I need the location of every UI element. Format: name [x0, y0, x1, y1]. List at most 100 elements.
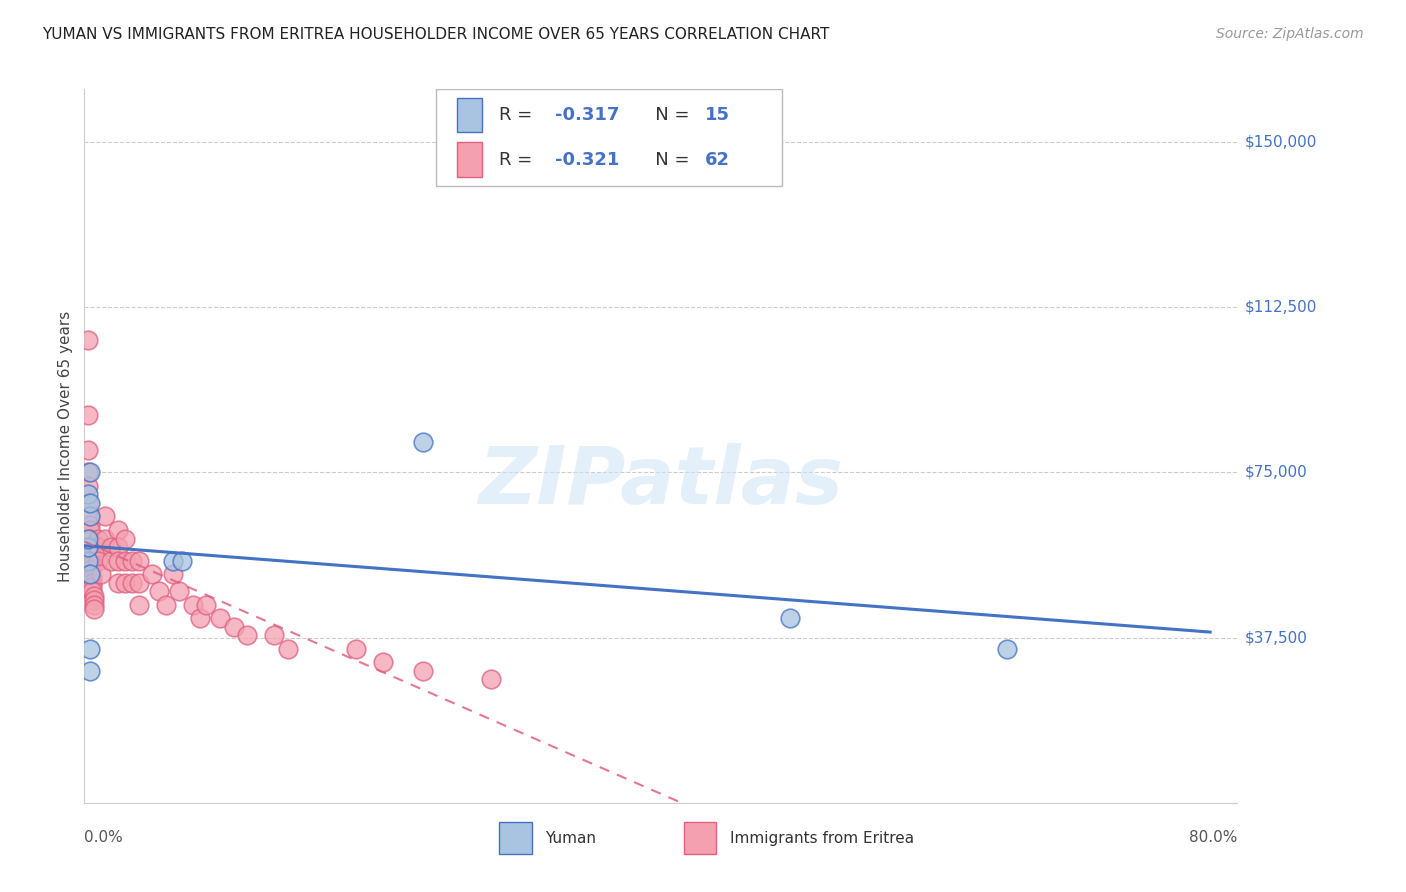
Text: N =: N = [638, 151, 695, 169]
Point [107, 523, 129, 537]
Text: 0.0%: 0.0% [84, 830, 124, 845]
Point [77, 443, 100, 458]
Point [79, 664, 101, 678]
Point [107, 541, 129, 555]
Point [82, 584, 104, 599]
Point [128, 575, 150, 590]
FancyBboxPatch shape [499, 822, 531, 855]
Text: -0.321: -0.321 [555, 151, 619, 169]
Point [162, 553, 184, 567]
Point [83, 593, 105, 607]
Point [155, 598, 177, 612]
Point [80, 549, 103, 563]
Point [107, 575, 129, 590]
Point [79, 509, 101, 524]
Point [100, 541, 122, 555]
Point [77, 541, 100, 555]
Point [195, 598, 218, 612]
Point [170, 553, 193, 567]
Point [77, 466, 100, 480]
Point [79, 541, 101, 555]
Point [87, 553, 110, 567]
Point [83, 589, 105, 603]
Text: YUMAN VS IMMIGRANTS FROM ERITREA HOUSEHOLDER INCOME OVER 65 YEARS CORRELATION CH: YUMAN VS IMMIGRANTS FROM ERITREA HOUSEHO… [42, 27, 830, 42]
Point [141, 566, 163, 581]
Point [77, 487, 100, 501]
Point [82, 571, 104, 585]
Point [87, 541, 110, 555]
Point [77, 532, 100, 546]
Text: 80.0%: 80.0% [1189, 830, 1237, 845]
Point [83, 598, 105, 612]
Point [77, 553, 100, 567]
Text: $150,000: $150,000 [1244, 135, 1316, 150]
Point [80, 566, 103, 581]
Text: Yuman: Yuman [546, 830, 596, 846]
Text: -0.317: -0.317 [555, 106, 619, 124]
Point [77, 496, 100, 510]
Point [121, 575, 143, 590]
Point [412, 434, 434, 449]
Point [79, 523, 101, 537]
Point [148, 584, 170, 599]
Point [779, 611, 801, 625]
Text: $112,500: $112,500 [1244, 300, 1316, 315]
Point [371, 655, 394, 669]
Point [80, 558, 103, 572]
FancyBboxPatch shape [436, 89, 782, 186]
Point [169, 584, 191, 599]
Point [162, 566, 184, 581]
Text: ZIPatlas: ZIPatlas [478, 442, 844, 521]
Point [121, 553, 143, 567]
Point [412, 664, 434, 678]
Point [77, 333, 100, 347]
Point [79, 641, 101, 656]
Text: Source: ZipAtlas.com: Source: ZipAtlas.com [1216, 27, 1364, 41]
Point [82, 580, 104, 594]
Point [344, 641, 367, 656]
Point [128, 598, 150, 612]
Text: Immigrants from Eritrea: Immigrants from Eritrea [730, 830, 914, 846]
Point [77, 478, 100, 492]
Point [93, 532, 115, 546]
Point [93, 509, 115, 524]
Text: 62: 62 [704, 151, 730, 169]
Point [79, 518, 101, 533]
Point [80, 545, 103, 559]
Point [79, 566, 101, 581]
Point [87, 532, 110, 546]
Text: 15: 15 [704, 106, 730, 124]
Point [479, 673, 502, 687]
Point [128, 553, 150, 567]
Point [208, 611, 231, 625]
Point [114, 553, 136, 567]
FancyBboxPatch shape [457, 98, 482, 132]
Point [100, 553, 122, 567]
Point [83, 602, 105, 616]
Y-axis label: Householder Income Over 65 years: Householder Income Over 65 years [58, 310, 73, 582]
Text: $37,500: $37,500 [1244, 630, 1308, 645]
Point [79, 509, 101, 524]
Point [80, 553, 103, 567]
Text: $75,000: $75,000 [1244, 465, 1308, 480]
Text: R =: R = [499, 106, 538, 124]
Point [263, 628, 285, 642]
Point [222, 619, 245, 633]
FancyBboxPatch shape [457, 143, 482, 177]
Point [77, 408, 100, 422]
Point [79, 466, 101, 480]
Point [79, 532, 101, 546]
Point [236, 628, 259, 642]
Point [277, 641, 299, 656]
Point [90, 566, 112, 581]
Point [995, 641, 1018, 656]
Text: N =: N = [638, 106, 695, 124]
Point [114, 532, 136, 546]
Text: R =: R = [499, 151, 538, 169]
Point [107, 553, 129, 567]
Point [114, 575, 136, 590]
Point [79, 496, 101, 510]
Point [188, 611, 211, 625]
Point [181, 598, 204, 612]
FancyBboxPatch shape [683, 822, 716, 855]
